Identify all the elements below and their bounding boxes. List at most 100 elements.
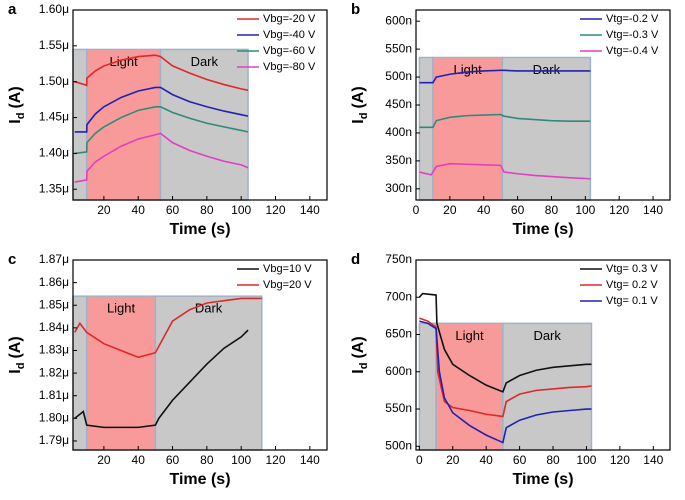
- x-tick-label: 60: [166, 453, 180, 467]
- panel-label: b: [351, 1, 360, 18]
- data-line: [419, 320, 592, 444]
- x-tick-label: 40: [477, 203, 491, 217]
- panel: b Light Dark 0 20 40 60 80 100 120 140 300n 350n 400n…: [350, 1, 671, 238]
- x-tick-label: 80: [546, 453, 560, 467]
- x-tick-label: 20: [97, 203, 111, 217]
- legend-label: Vtg= 0.1 V: [606, 295, 658, 307]
- y-tick-label: 1.40μ: [39, 146, 69, 160]
- y-tick-label: 450n: [385, 97, 412, 111]
- x-tick-label: 120: [265, 203, 285, 217]
- region: [85, 48, 162, 201]
- y-axis-title-unit: (A): [350, 336, 367, 358]
- x-tick-label: 20: [97, 453, 111, 467]
- data-line: [419, 113, 591, 129]
- y-axis-title-main: I: [7, 119, 24, 123]
- data-line: [74, 297, 262, 359]
- y-axis-title-sub: d: [358, 113, 370, 120]
- x-axis-title: Time (s): [512, 221, 573, 238]
- y-tick-label: 1.84μ: [39, 320, 69, 334]
- x-tick-label: 20: [446, 453, 460, 467]
- legend-label: Vtg=-0.4 V: [606, 45, 659, 57]
- region-label: Light: [454, 62, 483, 77]
- panel-label: c: [8, 251, 16, 268]
- x-tick-label: 140: [643, 203, 663, 217]
- y-tick-label: 550n: [385, 401, 412, 415]
- y-axis-title: Id (A): [7, 86, 27, 123]
- y-tick-label: 350n: [385, 153, 412, 167]
- data-line: [74, 132, 249, 183]
- y-tick-label: 1.82μ: [39, 365, 69, 379]
- x-tick-label: 80: [200, 453, 214, 467]
- y-axis-title: Id (A): [350, 86, 370, 123]
- x-axis-title: Time (s): [169, 221, 230, 238]
- region: [418, 56, 434, 201]
- y-tick-label: 500n: [385, 69, 412, 83]
- data-line: [419, 69, 591, 84]
- x-tick-label: 40: [480, 453, 494, 467]
- y-axis-title-sub: d: [358, 363, 370, 370]
- data-line: [418, 292, 592, 393]
- y-tick-label: 600n: [385, 364, 412, 378]
- x-tick-label: 0: [416, 453, 423, 467]
- data-line: [74, 54, 249, 92]
- plot-frame: [72, 9, 328, 201]
- region: [159, 48, 249, 201]
- y-axis-title-unit: (A): [7, 336, 24, 358]
- x-tick-label: 60: [511, 203, 525, 217]
- y-axis-title-main: I: [350, 369, 367, 373]
- x-tick-label: 100: [575, 203, 595, 217]
- x-tick-label: 20: [443, 203, 457, 217]
- y-axis-title-main: I: [350, 119, 367, 123]
- panel-label: d: [351, 251, 360, 268]
- x-tick-label: 100: [231, 453, 251, 467]
- y-axis-title-main: I: [7, 369, 24, 373]
- y-tick-label: 1.60μ: [39, 2, 69, 16]
- y-tick-label: 500n: [385, 438, 412, 452]
- legend-label: Vbg=-20 V: [263, 13, 316, 25]
- x-tick-label: 40: [132, 453, 146, 467]
- panel-label: a: [8, 1, 17, 18]
- y-axis-title-unit: (A): [350, 86, 367, 108]
- region-label: Dark: [191, 54, 219, 69]
- region: [154, 295, 263, 451]
- y-tick-label: 1.79μ: [39, 433, 69, 447]
- x-tick-label: 140: [643, 453, 663, 467]
- legend-label: Vtg= 0.3 V: [606, 263, 658, 275]
- y-tick-label: 1.83μ: [39, 343, 69, 357]
- legend-label: Vtg=-0.3 V: [606, 29, 659, 41]
- y-tick-label: 750n: [385, 252, 412, 266]
- region: [418, 322, 437, 451]
- y-tick-label: 1.86μ: [39, 275, 69, 289]
- region-label: Light: [110, 54, 139, 69]
- data-line: [74, 329, 249, 429]
- region-label: Light: [107, 301, 136, 316]
- legend-label: Vbg=-40 V: [263, 29, 316, 41]
- y-axis-title-unit: (A): [7, 86, 24, 108]
- plot-frame: [415, 259, 671, 451]
- region-label: Dark: [533, 328, 561, 343]
- data-line: [74, 105, 249, 155]
- y-tick-label: 1.50μ: [39, 74, 69, 88]
- x-tick-label: 60: [513, 453, 527, 467]
- legend-label: Vtg=-0.2 V: [606, 13, 659, 25]
- y-tick-label: 300n: [385, 181, 412, 195]
- region: [72, 48, 88, 201]
- legend-label: Vtg= 0.2 V: [606, 279, 658, 291]
- y-tick-label: 1.85μ: [39, 297, 69, 311]
- y-tick-label: 1.35μ: [39, 181, 69, 195]
- y-tick-label: 1.55μ: [39, 38, 69, 52]
- legend-label: Vbg=20 V: [263, 279, 312, 291]
- x-tick-label: 120: [610, 453, 630, 467]
- x-tick-label: 140: [300, 203, 320, 217]
- y-tick-label: 1.81μ: [39, 388, 69, 402]
- x-axis-title: Time (s): [512, 471, 573, 488]
- x-tick-label: 140: [300, 453, 320, 467]
- x-tick-label: 120: [609, 203, 629, 217]
- y-tick-label: 1.87μ: [39, 252, 69, 266]
- x-tick-label: 40: [132, 203, 146, 217]
- x-tick-label: 120: [265, 453, 285, 467]
- y-axis-title: Id (A): [7, 336, 27, 373]
- legend-label: Vbg=-60 V: [263, 45, 316, 57]
- x-tick-label: 100: [576, 453, 596, 467]
